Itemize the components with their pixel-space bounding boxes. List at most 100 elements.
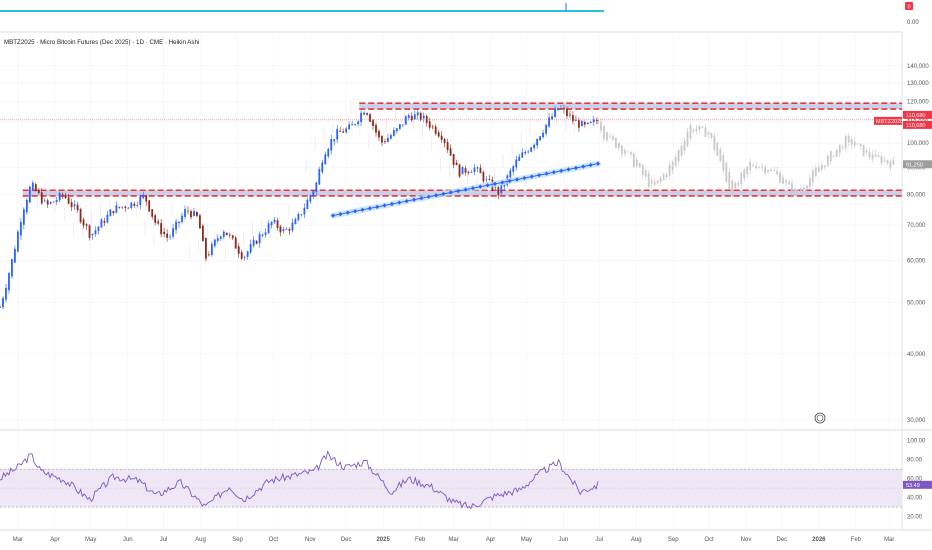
candle-body xyxy=(264,232,267,235)
candle-body xyxy=(366,113,368,115)
candle-body xyxy=(11,259,13,277)
trendline-marker xyxy=(389,201,394,207)
projection-body xyxy=(674,157,677,166)
trendline-marker xyxy=(338,211,343,217)
price-tick: 90,000 xyxy=(907,165,926,171)
candle-body xyxy=(17,231,19,252)
trendline-marker xyxy=(537,172,542,178)
projection-body xyxy=(767,170,770,173)
projection-body xyxy=(734,183,737,189)
candle-body xyxy=(79,209,82,223)
candle-body xyxy=(216,238,219,241)
candle-body xyxy=(282,229,285,232)
projection-body xyxy=(704,127,707,138)
time-label: Feb xyxy=(415,537,426,543)
projection-body xyxy=(814,168,817,177)
time-label: Aug xyxy=(631,537,642,543)
price-label-lower: 110,680 xyxy=(906,123,925,129)
rsi-series-line xyxy=(0,450,599,510)
trendline-marker xyxy=(434,193,439,198)
candle-body xyxy=(142,194,145,199)
candle-body xyxy=(563,108,565,110)
candle-body xyxy=(219,236,222,239)
price-tick: 50,000 xyxy=(907,301,926,307)
candle-body xyxy=(395,128,398,132)
watermark-icon[interactable] xyxy=(814,412,826,424)
candle-body xyxy=(434,126,437,134)
projection-body xyxy=(847,135,850,143)
candle-body xyxy=(43,200,46,202)
candle-body xyxy=(381,136,383,143)
price-label-lower-bg xyxy=(903,120,932,129)
candle-body xyxy=(425,116,428,123)
candle-body xyxy=(479,167,482,174)
projection-body xyxy=(668,165,671,176)
candle-body xyxy=(210,243,213,256)
trendline-marker xyxy=(360,207,365,212)
candle-body xyxy=(419,112,422,120)
time-label: Dec xyxy=(341,537,352,543)
rsi-tick: 60.00 xyxy=(907,477,923,483)
projection-body xyxy=(883,159,886,161)
projection-body xyxy=(737,182,740,186)
candle-body xyxy=(109,209,112,217)
trendline-marker xyxy=(345,210,350,215)
candle-body xyxy=(97,226,100,231)
candle-body xyxy=(249,244,252,253)
candle-body xyxy=(58,192,61,201)
top-badge-value: 0 xyxy=(907,4,910,10)
candle-body xyxy=(190,211,192,218)
candle-body xyxy=(112,211,115,214)
trendline-marker xyxy=(559,168,564,174)
candle-body xyxy=(369,114,371,122)
projection-candles xyxy=(28,100,895,260)
candle-body xyxy=(237,246,240,254)
candle-body xyxy=(509,170,512,178)
projection-body xyxy=(743,169,746,179)
time-label: 2026 xyxy=(812,537,826,543)
candle-body xyxy=(515,159,518,168)
projection-body xyxy=(677,149,680,162)
candle-body xyxy=(595,119,598,121)
candle-body xyxy=(551,116,553,120)
candle-body xyxy=(530,147,533,152)
trendline-marker xyxy=(331,213,336,218)
trendline-marker xyxy=(353,209,358,214)
candle-body xyxy=(276,220,279,228)
projection-body xyxy=(713,135,716,151)
price-tick: 70,000 xyxy=(907,223,926,229)
candle-body xyxy=(14,248,16,263)
candle-body xyxy=(240,252,243,259)
candle-body xyxy=(536,139,539,146)
candle-body xyxy=(521,152,524,158)
candle-body xyxy=(178,221,180,224)
rsi-axis-ticks: 100.00 80.00 60.00 40.00 20.00 xyxy=(907,439,926,521)
price-tick: 80,000 xyxy=(907,193,926,199)
candle-body xyxy=(458,164,461,177)
candle-body xyxy=(37,189,40,193)
candle-body xyxy=(169,236,171,238)
candle-body xyxy=(91,233,94,236)
candle-body xyxy=(413,114,416,120)
candle-body xyxy=(398,124,401,129)
candle-body xyxy=(407,115,410,118)
candle-body xyxy=(19,222,22,236)
projection-body xyxy=(761,167,764,168)
candle-body xyxy=(375,124,377,133)
candle-body xyxy=(336,128,339,140)
candle-body xyxy=(488,178,491,180)
candle-body xyxy=(115,205,118,213)
candle-body xyxy=(70,202,73,208)
candle-body xyxy=(2,297,4,308)
projection-body xyxy=(823,165,826,168)
candle-body xyxy=(303,207,306,215)
projection-body xyxy=(850,138,853,145)
trendline[interactable] xyxy=(330,160,602,219)
candle-body xyxy=(22,209,25,225)
projection-body xyxy=(623,149,626,154)
candles xyxy=(0,104,598,310)
projection-label-bg xyxy=(903,160,932,169)
candle-body xyxy=(467,171,470,173)
time-label: May xyxy=(521,537,532,543)
